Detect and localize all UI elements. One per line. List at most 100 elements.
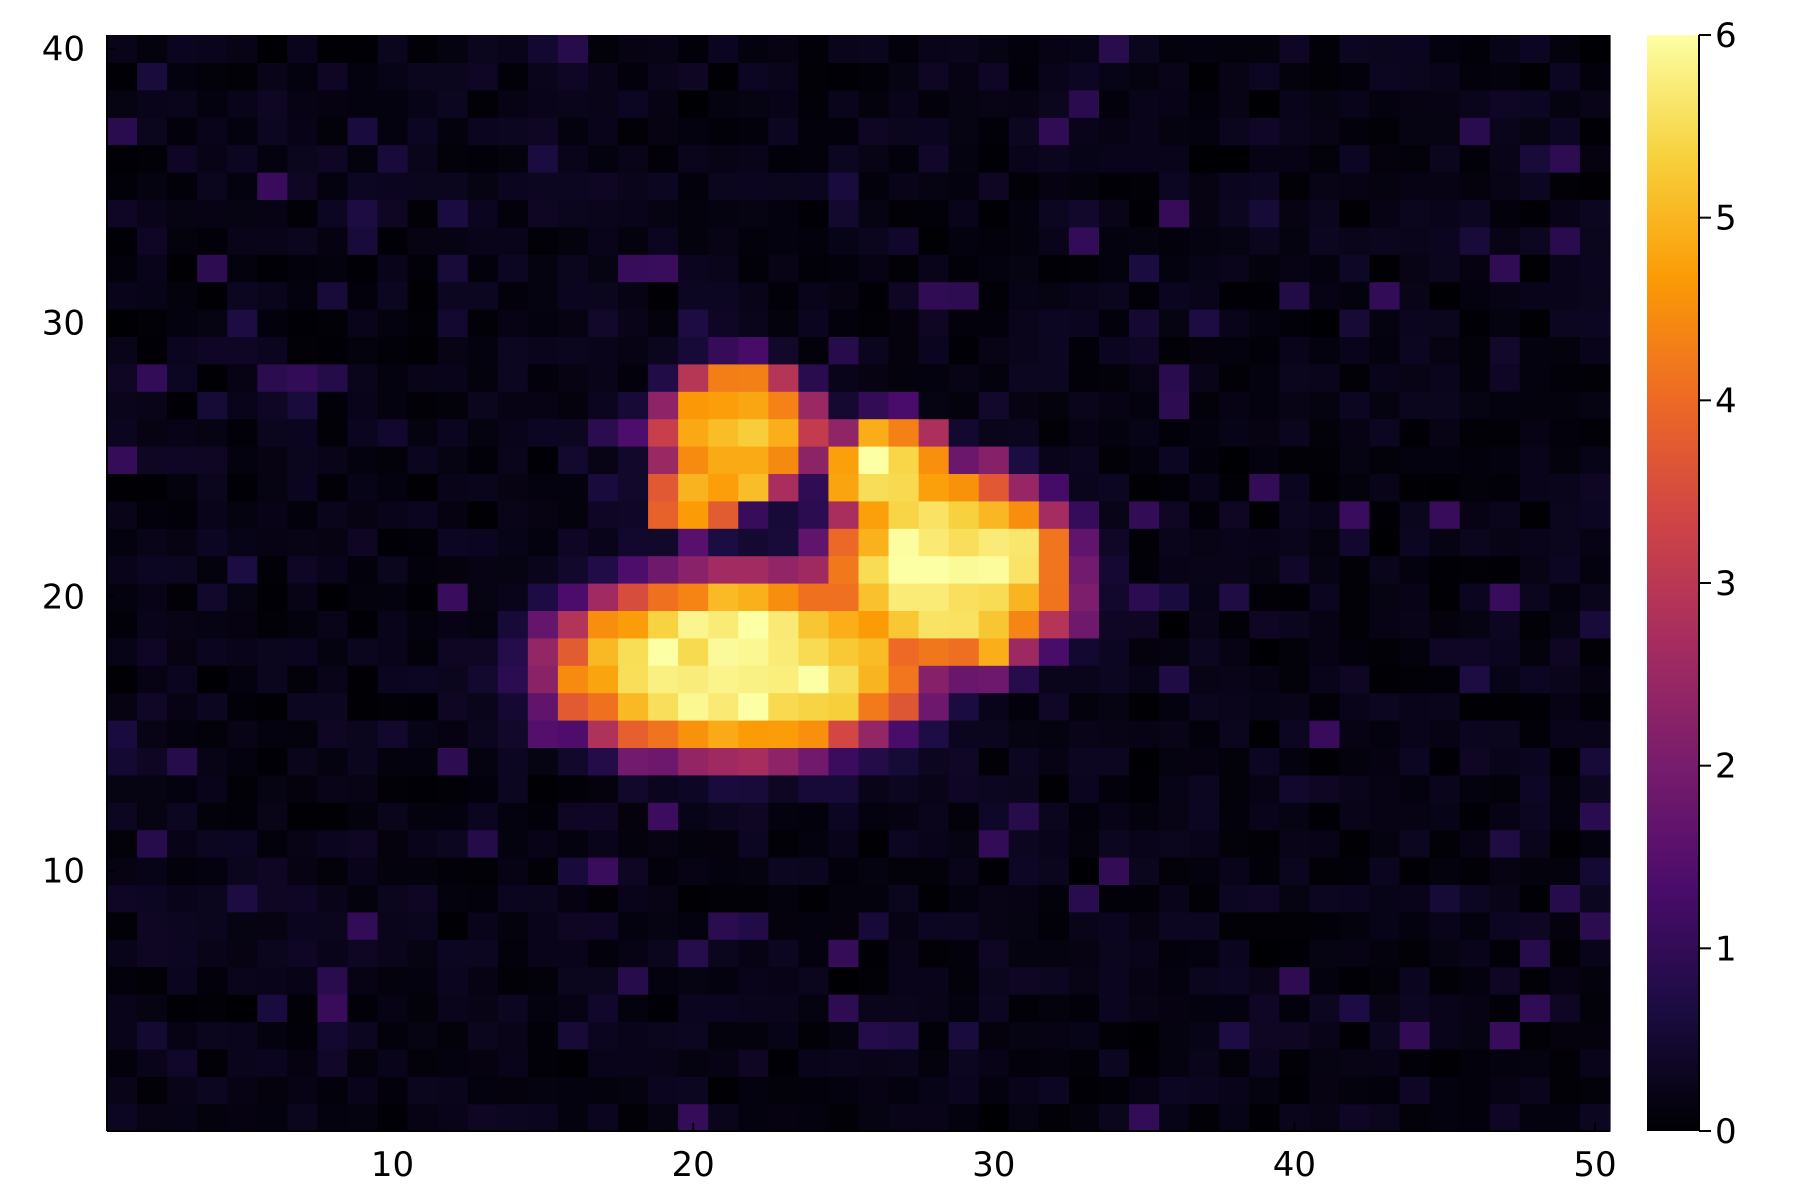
heatmap-cell bbox=[317, 555, 349, 584]
heatmap-cell bbox=[497, 692, 529, 721]
heatmap-cell bbox=[137, 281, 168, 310]
heatmap-cell bbox=[1519, 62, 1551, 91]
heatmap-cell bbox=[1399, 528, 1431, 557]
heatmap-cell bbox=[347, 144, 379, 173]
heatmap-cell bbox=[1068, 89, 1100, 118]
heatmap-cell bbox=[1249, 117, 1280, 146]
heatmap-cell bbox=[1519, 117, 1551, 146]
heatmap-cell bbox=[197, 309, 228, 337]
heatmap-cell bbox=[1399, 446, 1431, 474]
heatmap-cell bbox=[197, 89, 228, 118]
heatmap-cell bbox=[587, 939, 619, 968]
heatmap-cell bbox=[1339, 610, 1371, 639]
heatmap-cell bbox=[978, 281, 1010, 310]
heatmap-cell bbox=[1279, 418, 1310, 447]
heatmap-cell bbox=[1098, 117, 1130, 146]
heatmap-cell bbox=[918, 528, 950, 557]
heatmap-cell bbox=[1519, 199, 1551, 228]
heatmap-cell bbox=[1369, 446, 1401, 474]
heatmap-cell bbox=[1098, 583, 1130, 611]
heatmap-cell bbox=[1249, 418, 1280, 447]
heatmap-cell bbox=[1189, 473, 1220, 502]
heatmap-cell bbox=[708, 89, 739, 118]
heatmap-cell bbox=[1068, 692, 1100, 721]
heatmap-cell bbox=[978, 62, 1010, 91]
heatmap-cell bbox=[1249, 857, 1280, 885]
heatmap-cell bbox=[497, 610, 529, 639]
heatmap-cell bbox=[798, 1048, 830, 1077]
heatmap-cell bbox=[1519, 418, 1551, 447]
heatmap-cell bbox=[437, 720, 469, 748]
heatmap-cell bbox=[1129, 281, 1160, 310]
heatmap-cell bbox=[948, 911, 980, 940]
heatmap-cell bbox=[708, 692, 739, 721]
colorbar-tick-label: 2 bbox=[1715, 747, 1737, 787]
heatmap-cell bbox=[1008, 528, 1040, 557]
heatmap-cell bbox=[287, 966, 319, 995]
heatmap-cell bbox=[557, 418, 589, 447]
heatmap-cell bbox=[527, 363, 559, 392]
heatmap-cell bbox=[1249, 309, 1280, 337]
heatmap-cell bbox=[107, 473, 138, 502]
heatmap-cell bbox=[1159, 884, 1190, 913]
heatmap-cell bbox=[1129, 747, 1160, 776]
heatmap-cell bbox=[167, 829, 198, 858]
heatmap-cell bbox=[257, 884, 288, 913]
heatmap-cell bbox=[377, 336, 409, 365]
heatmap-cell bbox=[768, 226, 799, 255]
heatmap-cell bbox=[1279, 1048, 1310, 1077]
heatmap-cell bbox=[137, 939, 168, 968]
heatmap-cell bbox=[648, 117, 679, 146]
heatmap-cell bbox=[978, 774, 1010, 803]
heatmap-cell bbox=[1038, 966, 1070, 995]
heatmap-cell bbox=[738, 665, 769, 694]
heatmap-cell bbox=[587, 692, 619, 721]
heatmap-cell bbox=[1519, 473, 1551, 502]
heatmap-cell bbox=[1369, 1103, 1401, 1132]
heatmap-cell bbox=[527, 418, 559, 447]
heatmap-cell bbox=[888, 500, 920, 529]
heatmap-cells bbox=[107, 35, 1611, 1132]
heatmap-cell bbox=[618, 911, 649, 940]
heatmap-cell bbox=[1579, 199, 1611, 228]
heatmap-cell bbox=[1098, 1048, 1130, 1077]
heatmap-cell bbox=[708, 1103, 739, 1132]
heatmap-cell bbox=[587, 418, 619, 447]
heatmap-cell bbox=[1008, 281, 1040, 310]
heatmap-cell bbox=[347, 665, 379, 694]
heatmap-cell bbox=[1429, 747, 1461, 776]
heatmap-cell bbox=[1309, 1048, 1341, 1077]
heatmap-cell bbox=[858, 446, 890, 474]
heatmap-cell bbox=[918, 692, 950, 721]
heatmap-cell bbox=[437, 747, 469, 776]
heatmap-cell bbox=[1519, 254, 1551, 283]
heatmap-cell bbox=[1309, 637, 1341, 666]
heatmap-cell bbox=[948, 884, 980, 913]
heatmap-cell bbox=[1008, 1021, 1040, 1050]
heatmap-cell bbox=[1549, 610, 1581, 639]
heatmap-cell bbox=[1098, 35, 1130, 63]
heatmap-cell bbox=[467, 35, 499, 63]
heatmap-cell bbox=[497, 583, 529, 611]
heatmap-cell bbox=[648, 802, 679, 831]
heatmap-cell bbox=[1429, 857, 1461, 885]
heatmap-cell bbox=[1279, 911, 1310, 940]
heatmap-cell bbox=[858, 473, 890, 502]
heatmap-cell bbox=[1249, 637, 1280, 666]
heatmap-cell bbox=[1549, 966, 1581, 995]
heatmap-cell bbox=[1519, 939, 1551, 968]
heatmap-cell bbox=[948, 857, 980, 885]
heatmap-cell bbox=[1219, 829, 1250, 858]
heatmap-cell bbox=[948, 1076, 980, 1105]
heatmap-cell bbox=[1129, 363, 1160, 392]
heatmap-cell bbox=[1579, 911, 1611, 940]
heatmap-cell bbox=[1249, 583, 1280, 611]
heatmap-cell bbox=[287, 720, 319, 748]
heatmap-cell bbox=[1429, 199, 1461, 228]
heatmap-cell bbox=[1279, 144, 1310, 173]
heatmap-cell bbox=[828, 884, 860, 913]
heatmap-cell bbox=[1098, 473, 1130, 502]
heatmap-cell bbox=[107, 994, 138, 1022]
heatmap-cell bbox=[527, 1021, 559, 1050]
heatmap-cell bbox=[527, 199, 559, 228]
